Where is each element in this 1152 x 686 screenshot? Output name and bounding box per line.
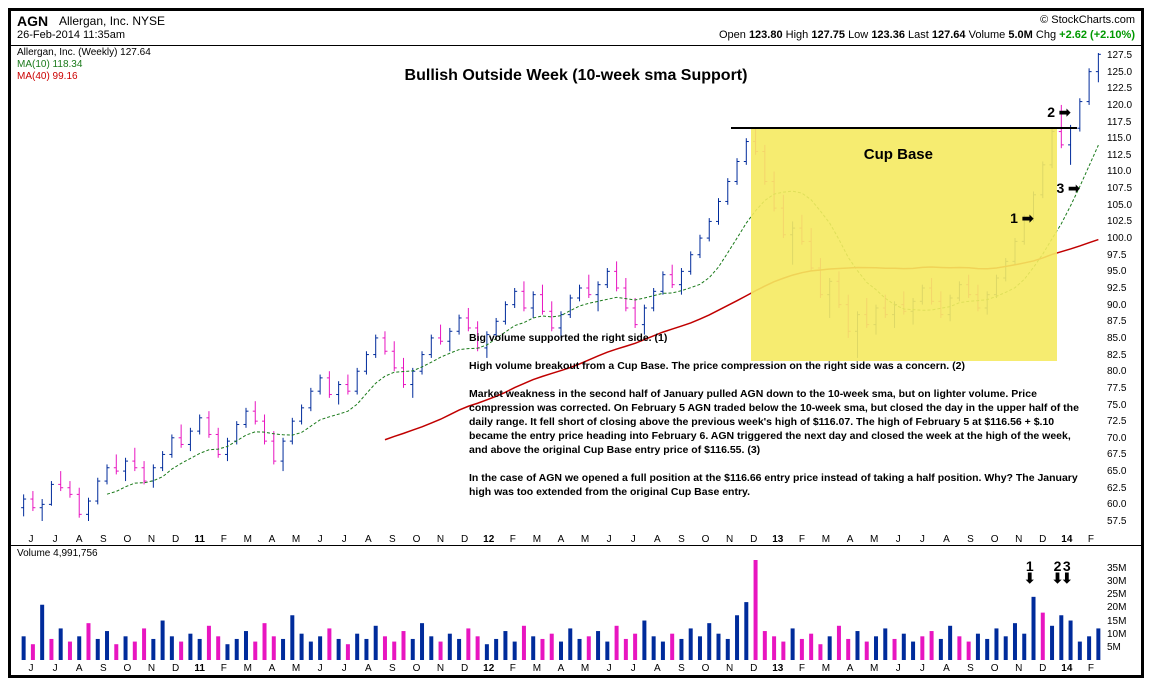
volume-legend: Volume 4,991,756 [17, 548, 98, 559]
volume-plot: 1⬇2⬇3⬇ [19, 560, 1103, 660]
price-plot: Cup Base1 ➡2 ➡3 ➡Big volume supported th… [19, 45, 1103, 531]
timestamp: 26-Feb-2014 11:35am [17, 29, 125, 41]
chart-header: AGN Allergan, Inc. NYSE 26-Feb-2014 11:3… [11, 11, 1141, 46]
stock-chart: AGN Allergan, Inc. NYSE 26-Feb-2014 11:3… [8, 8, 1144, 678]
price-x-axis: JJASOND11FMAMJJASOND12FMAMJJASOND13FMAMJ… [19, 531, 1103, 545]
price-y-axis: 57.560.062.565.067.570.072.575.077.580.0… [1107, 45, 1139, 545]
volume-x-axis: JJASOND11FMAMJJASOND12FMAMJJASOND13FMAMJ… [19, 660, 1103, 674]
volume-y-axis: 5M10M15M20M25M30M35M [1107, 546, 1139, 674]
company-name: Allergan, Inc. NYSE [59, 14, 165, 28]
symbol: AGN [17, 13, 48, 29]
price-pane: Allergan, Inc. (Weekly) 127.64 MA(10) 11… [11, 45, 1141, 545]
volume-pane: Volume 4,991,756 5M10M15M20M25M30M35M 1⬇… [11, 545, 1141, 674]
ohlc-readout: Open 123.80 High 127.75 Low 123.36 Last … [719, 29, 1135, 41]
source-credit: © StockCharts.com [1040, 14, 1135, 26]
